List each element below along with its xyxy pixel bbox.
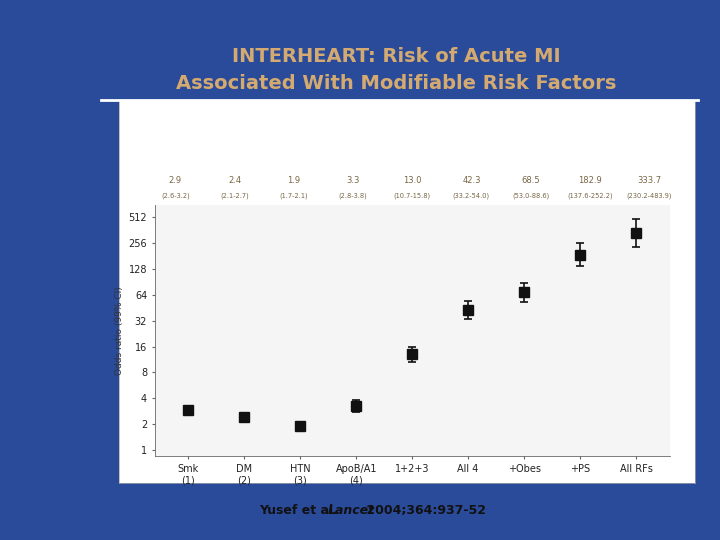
Text: (137.6-252.2): (137.6-252.2) (567, 192, 613, 199)
Text: (10.7-15.8): (10.7-15.8) (394, 192, 431, 199)
Text: 2.4: 2.4 (228, 177, 241, 185)
Text: Associated With Modifiable Risk Factors: Associated With Modifiable Risk Factors (176, 74, 616, 93)
Text: 2.9: 2.9 (168, 177, 182, 185)
Text: 68.5: 68.5 (521, 177, 540, 185)
Text: Lancet: Lancet (328, 504, 374, 517)
Y-axis label: Odds ratio (99% CI): Odds ratio (99% CI) (115, 286, 125, 375)
Text: (1.7-2.1): (1.7-2.1) (279, 192, 308, 199)
Text: (2.1-2.7): (2.1-2.7) (220, 192, 249, 199)
Text: INTERHEART: Risk of Acute MI: INTERHEART: Risk of Acute MI (232, 47, 560, 66)
Text: Yusef et al.: Yusef et al. (259, 504, 343, 517)
Text: (33.2-54.0): (33.2-54.0) (453, 192, 490, 199)
Text: (53.0-88.6): (53.0-88.6) (512, 192, 549, 199)
Text: 333.7: 333.7 (637, 177, 661, 185)
Text: 42.3: 42.3 (462, 177, 481, 185)
Text: (2.8-3.8): (2.8-3.8) (338, 192, 367, 199)
Text: 2004;364:937-52: 2004;364:937-52 (362, 504, 486, 517)
Text: (2.6-3.2): (2.6-3.2) (161, 192, 190, 199)
Text: 3.3: 3.3 (346, 177, 360, 185)
Text: 13.0: 13.0 (403, 177, 421, 185)
Text: (230.2-483.9): (230.2-483.9) (626, 192, 672, 199)
Text: 182.9: 182.9 (578, 177, 602, 185)
Text: 1.9: 1.9 (287, 177, 300, 185)
